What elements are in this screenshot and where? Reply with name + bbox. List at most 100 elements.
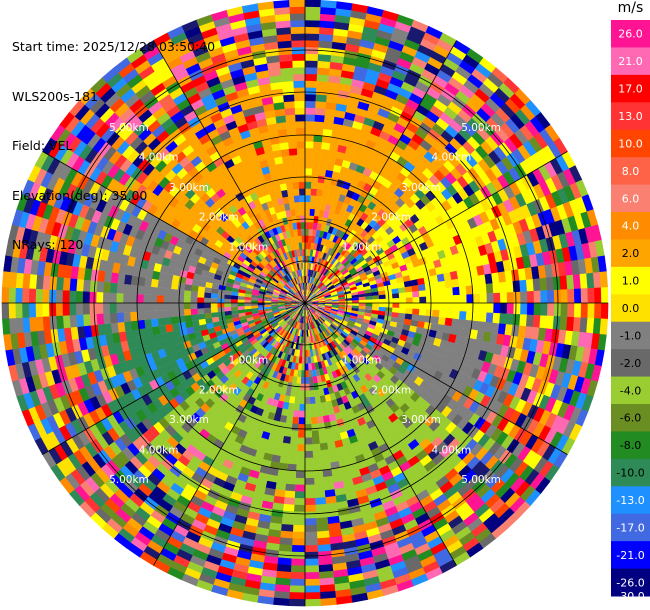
velocity-gate [385,198,396,209]
velocity-gate [544,328,554,343]
velocity-gate [332,433,342,442]
velocity-gate [282,510,295,519]
velocity-gate [493,250,504,263]
velocity-gate [176,309,185,317]
velocity-gate [479,283,487,295]
velocity-gate [415,199,426,210]
velocity-gate [395,423,407,435]
velocity-gate [360,248,369,257]
velocity-gate [332,192,341,201]
velocity-gate [264,374,273,384]
velocity-gate [413,265,423,274]
velocity-gate [409,213,420,224]
velocity-gate [345,559,362,570]
velocity-gate [513,347,523,361]
velocity-gate [348,133,360,143]
velocity-gate [304,424,312,432]
velocity-gate [573,376,586,393]
velocity-gate [424,342,434,352]
velocity-gate [308,228,313,237]
velocity-gate [129,311,138,322]
velocity-gate [307,248,311,257]
velocity-gate [236,353,245,362]
velocity-gate [290,389,296,398]
velocity-gate [419,554,437,568]
velocity-gate [535,252,545,267]
velocity-gate [169,302,178,311]
velocity-gate [336,262,344,270]
velocity-gate [289,396,296,404]
velocity-gate [575,392,588,410]
velocity-gate [398,287,406,294]
velocity-gate [289,592,305,600]
velocity-gate [289,312,296,318]
velocity-gate [544,161,558,178]
velocity-gate [240,336,249,344]
velocity-gate [312,277,317,285]
velocity-gate [370,266,380,273]
velocity-gate [446,409,458,423]
velocity-gate [324,321,331,328]
velocity-gate [471,68,488,84]
velocity-gate [309,307,316,313]
velocity-gate [325,281,333,288]
velocity-gate [444,376,456,388]
velocity-gate [436,38,454,53]
velocity-gate [305,154,313,162]
velocity-gate [381,417,393,428]
velocity-gate [315,497,327,506]
velocity-gate [118,527,135,544]
velocity-gate [414,50,431,64]
velocity-gate [173,554,190,568]
velocity-gate [185,417,197,429]
velocity-gate [457,145,471,159]
velocity-gate [229,491,243,502]
velocity-gate [412,290,420,298]
velocity-gate [326,254,333,263]
velocity-gate [325,197,334,206]
velocity-gate [126,517,143,533]
velocity-gate [337,309,345,314]
velocity-gate [376,458,388,470]
velocity-gate [414,188,426,200]
velocity-gate [213,325,222,333]
velocity-gate [566,316,575,332]
velocity-gate [171,322,180,332]
velocity-gate [58,409,72,426]
velocity-gate [393,187,405,199]
velocity-gate [245,314,253,319]
velocity-gate [236,343,246,351]
velocity-gate [364,269,374,276]
velocity-gate [341,63,356,73]
velocity-gate [440,463,454,477]
velocity-gate [413,219,425,230]
velocity-gate [209,393,220,404]
velocity-gate [291,320,296,328]
velocity-gate [295,321,299,329]
velocity-gate [438,164,451,177]
velocity-gate [317,264,322,273]
velocity-gate [435,152,449,166]
velocity-gate [448,262,457,273]
velocity-gate [323,387,330,396]
velocity-gate [346,168,356,178]
velocity-gate [318,317,325,324]
velocity-gate [294,307,301,313]
velocity-gate [332,355,339,364]
velocity-gate [456,175,469,189]
velocity-gate [310,188,318,196]
velocity-gate [419,303,427,310]
velocity-gate [409,478,423,491]
velocity-gate [315,310,323,316]
velocity-gate [399,402,411,414]
velocity-gate [430,323,439,332]
velocity-gate [471,460,486,475]
velocity-gate [126,442,140,457]
velocity-gate [436,273,446,283]
velocity-gate [484,455,499,471]
velocity-gate [345,324,354,331]
velocity-gate [318,305,326,309]
velocity-gate [391,312,400,318]
velocity-gate [334,282,342,288]
velocity-gate [37,372,49,389]
